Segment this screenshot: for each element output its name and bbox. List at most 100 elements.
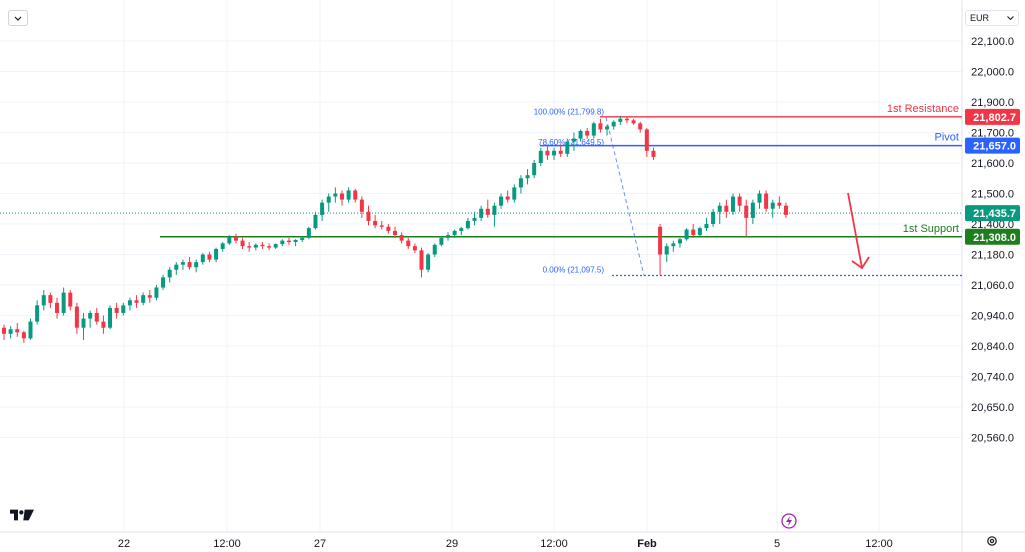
candle-body [273, 244, 278, 248]
price-labels: 21,802.7 21,657.0 21,308.0 21,435.7 [965, 108, 1020, 245]
candle-body [147, 295, 152, 298]
candle-body [730, 196, 735, 212]
candle-body [88, 312, 93, 319]
price-tick-label: 20,560.0 [971, 433, 1014, 445]
candle-body [127, 300, 132, 306]
candle-body [505, 196, 510, 200]
time-tick-label: 27 [314, 538, 326, 550]
time-tick-label: 29 [446, 538, 458, 550]
candle-body [671, 243, 676, 247]
price-tag [965, 205, 1020, 222]
price-tag-label: 21,657.0 [973, 141, 1016, 153]
candle-body [518, 178, 523, 188]
time-tick-label: 12:00 [540, 538, 568, 550]
candle-body [744, 205, 749, 218]
time-tick-label: Feb [637, 538, 657, 550]
candle-body [286, 240, 291, 243]
candle-body [784, 205, 788, 215]
price-tick-label: 21,900.0 [971, 97, 1014, 109]
candle-body [750, 202, 755, 218]
candle-body [644, 129, 649, 151]
candle-body [426, 254, 431, 270]
price-axis[interactable]: 22,100.0 22,000.0 21,900.0 21,700.0 21,600.0… [971, 36, 1014, 445]
candle-body [393, 230, 397, 236]
price-tick-label: 21,060.0 [971, 280, 1014, 292]
candle-body [684, 229, 689, 240]
candle-body [585, 130, 590, 136]
candle-body [121, 305, 126, 313]
candle-body [21, 332, 26, 339]
level-name: 1st Support [903, 223, 959, 235]
candle-body [558, 150, 563, 154]
level-name: 1st Resistance [887, 103, 959, 115]
lightning-icon[interactable] [781, 513, 797, 529]
price-tick-label: 22,100.0 [971, 36, 1014, 48]
candle-body [571, 138, 576, 142]
candle-body [538, 150, 543, 163]
candle-body [41, 295, 46, 306]
price-tick-label: 20,650.0 [971, 402, 1014, 414]
candle-body [717, 205, 722, 212]
candle-body [154, 287, 159, 298]
candle-body [379, 225, 384, 227]
price-tag [965, 137, 1020, 154]
price-tag-label: 21,308.0 [973, 232, 1016, 244]
candle-body [353, 190, 358, 200]
candle-body [61, 292, 66, 313]
candle-body [8, 329, 13, 334]
candle-body [220, 243, 225, 249]
level-name: Pivot [935, 132, 959, 144]
candle-body [101, 321, 106, 328]
candle-body [446, 235, 451, 238]
candle-body [293, 239, 298, 243]
candle-body [313, 214, 318, 229]
candle-body [233, 236, 238, 241]
candle-body [651, 150, 656, 157]
candle-body [48, 295, 53, 303]
time-tick-label: 12:00 [213, 538, 241, 550]
candlestick-series [2, 115, 788, 343]
chevron-down-icon [14, 16, 22, 21]
candle-body [578, 130, 583, 139]
candle-body [611, 121, 616, 127]
candle-body [764, 193, 769, 209]
candle-body [167, 269, 172, 278]
arrow-head [851, 256, 870, 270]
price-tick-label: 20,840.0 [971, 341, 1014, 353]
fib-trend-line [605, 117, 645, 276]
fibonacci-retracement[interactable]: 100.00% (21,799.8) 78.60% (21,649.5) 0.00%… [534, 107, 962, 277]
candle-body [267, 246, 272, 248]
candle-body [499, 196, 504, 206]
candle-body [704, 224, 709, 229]
candle-body [247, 246, 252, 248]
collapse-button[interactable] [8, 10, 28, 26]
price-tag [965, 228, 1020, 245]
candle-body [691, 229, 696, 236]
candle-body [300, 237, 305, 240]
candle-body [631, 120, 636, 124]
price-tick-label: 20,740.0 [971, 372, 1014, 384]
candle-body [200, 254, 205, 263]
candle-body [359, 199, 364, 212]
candle-body [472, 217, 477, 221]
candle-body [214, 248, 219, 260]
currency-selector[interactable]: EUR [965, 10, 1019, 26]
projection-arrow [847, 192, 870, 270]
time-tick-label: 22 [118, 538, 130, 550]
candle-body [320, 202, 325, 215]
price-tick-label: 21,180.0 [971, 250, 1014, 262]
price-tick-label: 22,000.0 [971, 67, 1014, 79]
candle-body [346, 190, 351, 200]
tradingview-logo-icon[interactable] [10, 508, 34, 522]
candle-body [253, 244, 258, 248]
candle-body [658, 226, 663, 255]
candle-body [419, 250, 424, 270]
price-tick-label: 21,500.0 [971, 189, 1014, 201]
candle-body [479, 208, 484, 218]
gear-icon[interactable] [986, 535, 998, 547]
candle-body [697, 228, 702, 236]
candle-body [180, 262, 185, 265]
time-axis[interactable]: 22 12:00 27 29 12:00 Feb 5 12:00 [118, 538, 893, 550]
candle-body [737, 196, 742, 206]
